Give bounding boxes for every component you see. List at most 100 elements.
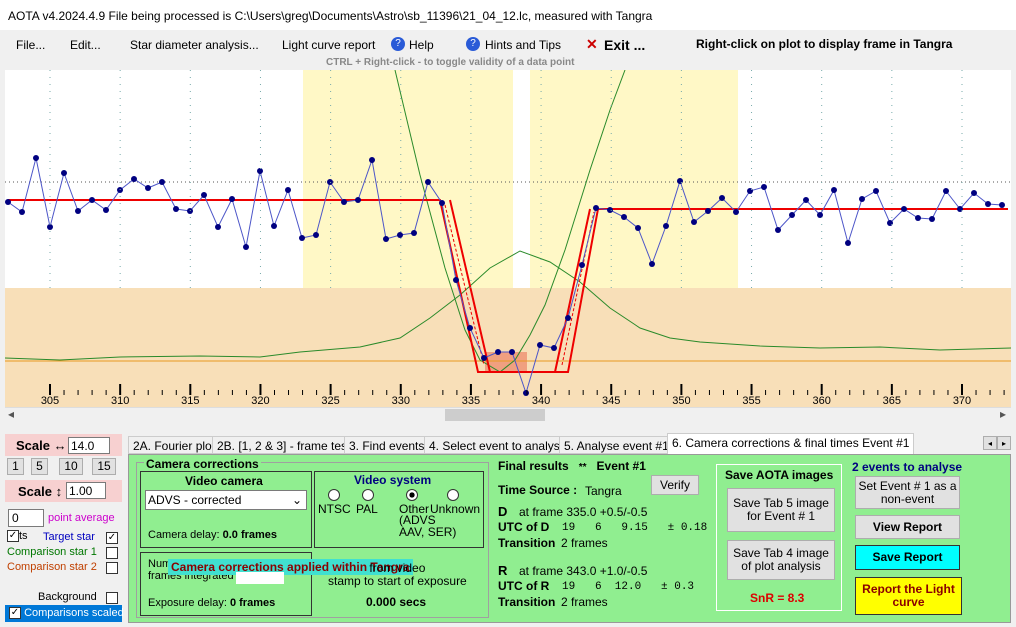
data-point xyxy=(509,349,515,355)
scroll-right[interactable]: ▸ xyxy=(1000,407,1007,421)
tab-scroll[interactable]: ◂ xyxy=(983,436,997,450)
camera-delay: Camera delay: 0.0 frames xyxy=(148,529,277,541)
stamp-label: from video stamp to start of exposure xyxy=(328,561,467,588)
scroll-left[interactable]: ◂ xyxy=(8,407,15,421)
menu-item[interactable]: Light curve report xyxy=(282,38,376,52)
camera-value: ADVS - corrected xyxy=(148,493,242,507)
frames-input[interactable] xyxy=(236,572,284,584)
data-point xyxy=(131,176,137,182)
data-point xyxy=(103,207,109,213)
data-point xyxy=(453,277,459,283)
camera-title: Camera corrections xyxy=(144,457,261,471)
data-point xyxy=(201,192,207,198)
x-tick-label: 325 xyxy=(321,395,339,407)
video-system-group xyxy=(314,471,484,548)
data-points-row[interactable]: ✓ ts xyxy=(7,530,28,543)
background-check[interactable] xyxy=(106,590,118,604)
comparison2-label: Comparison star 2 xyxy=(7,561,97,573)
x-tick-label: 340 xyxy=(532,395,550,407)
final-stars: ** xyxy=(578,462,587,473)
view-report-button[interactable]: View Report xyxy=(855,515,960,539)
data-point xyxy=(61,170,67,176)
data-point xyxy=(383,236,389,242)
x-tick-label: 370 xyxy=(953,395,971,407)
data-point xyxy=(859,196,865,202)
data-points-label: ts xyxy=(19,530,28,542)
data-point xyxy=(817,212,823,218)
data-point xyxy=(495,349,501,355)
menu-item[interactable]: Hints and Tips xyxy=(485,38,562,52)
scale-button[interactable]: 15 xyxy=(92,458,116,475)
scale-y-input[interactable]: 1.00 xyxy=(66,482,106,499)
verify-button[interactable]: Verify xyxy=(651,475,699,495)
data-point xyxy=(341,199,347,205)
data-point xyxy=(411,230,417,236)
report-button[interactable]: Report the Light curve xyxy=(855,577,962,615)
scale-button[interactable]: 1 xyxy=(7,458,24,475)
x-tick-label: 305 xyxy=(41,395,59,407)
tab[interactable]: 2A. Fourier plot xyxy=(128,436,221,454)
average-select[interactable]: 0 xyxy=(8,509,44,527)
menu-item[interactable]: File... xyxy=(16,38,46,52)
data-point xyxy=(327,179,333,185)
d-frame: at frame 335.0 +0.5/-0.5 xyxy=(519,505,648,519)
radio-selected[interactable] xyxy=(406,489,418,501)
data-point xyxy=(761,184,767,190)
tab[interactable]: 4. Select event to analyse xyxy=(424,436,572,454)
scale-x-label: Scale ↔ xyxy=(16,438,67,453)
radio-label: Unknown xyxy=(430,502,481,516)
radio-label: Other xyxy=(399,502,430,516)
d-label: D xyxy=(498,504,508,519)
radio[interactable] xyxy=(362,489,374,501)
data-point xyxy=(173,206,179,212)
data-point xyxy=(635,225,641,231)
data-point xyxy=(215,224,221,230)
scale-button[interactable]: 5 xyxy=(31,458,48,475)
data-point xyxy=(355,197,361,203)
menu-item[interactable]: Exit ... xyxy=(604,37,646,53)
radio[interactable] xyxy=(328,489,340,501)
camera-select[interactable]: ADVS - corrected ⌄ xyxy=(145,490,307,510)
data-point xyxy=(285,187,291,193)
x-tick-label: 365 xyxy=(883,395,901,407)
tab[interactable]: 3. Find events xyxy=(344,436,430,454)
scroll-thumb[interactable] xyxy=(445,409,545,421)
data-point xyxy=(789,212,795,218)
radio-label: PAL xyxy=(356,502,378,516)
x-tick-label: 315 xyxy=(181,395,199,407)
tab-active[interactable]: 6. Camera corrections & final times Even… xyxy=(667,433,915,454)
comparison2-check[interactable] xyxy=(106,560,118,574)
average-label: point average xyxy=(48,512,115,524)
data-point xyxy=(719,195,725,201)
tab[interactable]: 5. Analyse event #1 xyxy=(559,436,674,454)
save-tab4-button[interactable]: Save Tab 4 image of plot analysis xyxy=(727,540,835,580)
light-curve-line xyxy=(7,157,1003,395)
non-event-button[interactable]: Set Event # 1 as a non-event xyxy=(855,476,960,509)
video-camera-label: Video camera xyxy=(185,474,263,488)
menu-item[interactable]: Edit... xyxy=(70,38,101,52)
target-check[interactable]: ✓ xyxy=(106,531,118,544)
data-point xyxy=(551,345,557,351)
data-point xyxy=(677,178,683,184)
light-curve-plot[interactable]: 305 310 315 320 325 330 335 340 345 350 355 360 365 3… xyxy=(5,70,1011,407)
menu-item[interactable]: Help xyxy=(409,38,434,52)
data-point xyxy=(537,342,543,348)
save-tab5-button[interactable]: Save Tab 5 image for Event # 1 xyxy=(727,488,835,532)
plot-hint: CTRL + Right-click - to toggle validity … xyxy=(326,57,575,68)
r-frame: at frame 343.0 +1.0/-0.5 xyxy=(519,564,648,578)
final-event: Event #1 xyxy=(596,459,646,473)
scaled-row[interactable]: ✓ Comparisons scaled xyxy=(5,605,124,622)
tab[interactable]: 2B. [1, 2 & 3] - frame test xyxy=(212,436,356,454)
radio[interactable] xyxy=(447,489,459,501)
scale-x-input[interactable]: 14.0 xyxy=(68,437,110,454)
scale-button[interactable]: 10 xyxy=(59,458,83,475)
comparison1-check[interactable] xyxy=(106,545,118,559)
x-tick-label: 320 xyxy=(251,395,269,407)
comparison1-label: Comparison star 1 xyxy=(7,546,97,558)
save-report-button[interactable]: Save Report xyxy=(855,545,960,570)
data-point xyxy=(775,227,781,233)
menu-item[interactable]: Star diameter analysis... xyxy=(130,38,259,52)
tab-scroll[interactable]: ▸ xyxy=(997,436,1011,450)
time-source-value: Tangra xyxy=(585,484,622,498)
